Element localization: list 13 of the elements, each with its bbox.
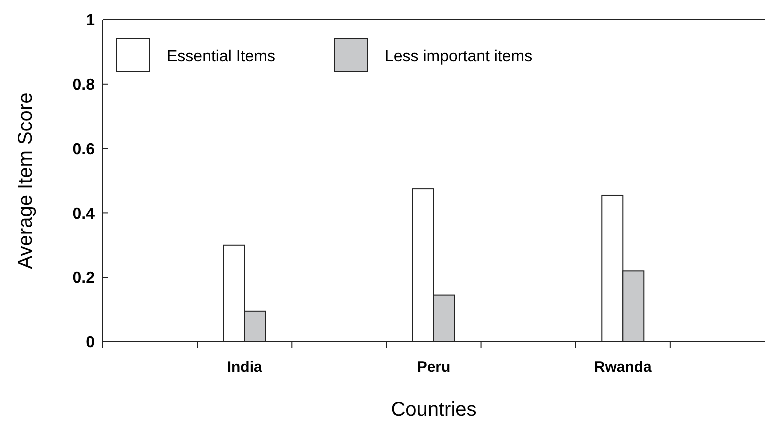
x-tick-label: Peru [417,359,451,376]
y-tick-label: 0.8 [72,77,96,94]
x-axis-title: Countries [391,399,477,421]
x-tick-label: Rwanda [594,359,653,376]
legend-label: Essential Items [167,48,276,66]
x-tick-label: India [227,359,264,376]
y-tick-label: 0.6 [72,141,96,158]
y-tick-label: 0.2 [72,270,96,288]
y-axis-title: Average Item Score [15,92,37,270]
legend-label: Less important items [385,48,533,66]
y-tick-label: 0 [86,334,96,352]
y-tick-label: 1 [86,12,96,30]
y-tick-label: 0.4 [72,206,96,223]
